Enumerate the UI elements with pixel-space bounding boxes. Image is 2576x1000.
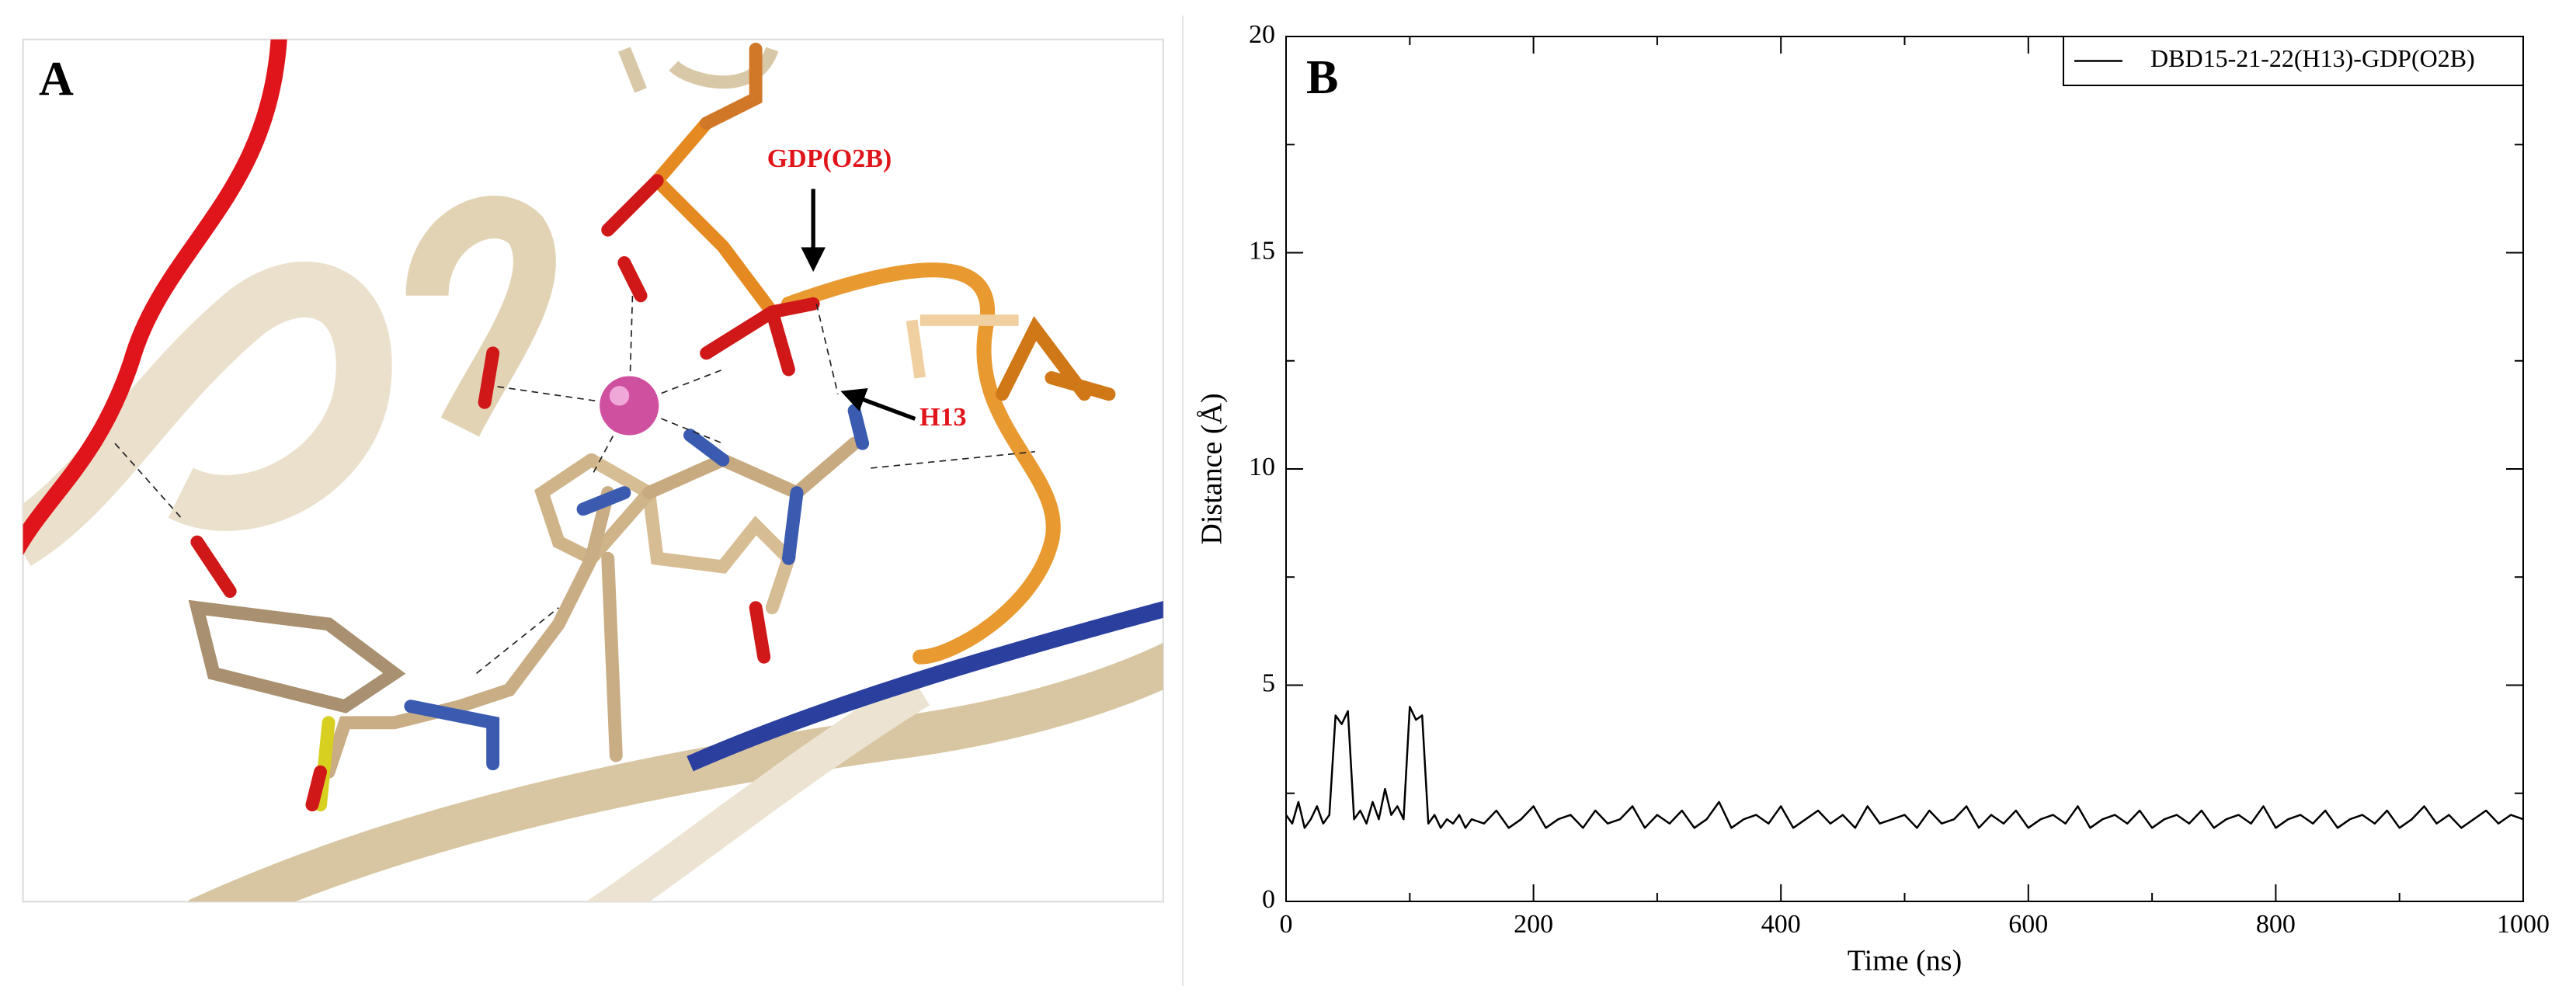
x-tick-label: 600 (2008, 910, 2048, 939)
annotation: H13 (920, 403, 966, 432)
annotation: GDP(O2B) (767, 144, 892, 173)
data-line (1285, 706, 2524, 829)
legend-label: DBD15-21-22(H13)-GDP(O2B) (2150, 44, 2475, 72)
legend-box (2063, 36, 2524, 86)
x-tick-label: 1000 (2497, 910, 2550, 939)
y-axis-label: Distance (Å) (1196, 393, 1229, 544)
y-tick-label: 20 (1249, 20, 1275, 49)
x-tick-label: 800 (2256, 910, 2296, 939)
y-tick-label: 0 (1262, 885, 1275, 914)
x-tick-label: 400 (1761, 910, 1801, 939)
plot-frame (1285, 36, 2524, 902)
molecule-render (23, 39, 1163, 902)
panel-a-frame (22, 38, 1164, 903)
panel-label: A (39, 53, 74, 106)
x-axis-label: Time (ns) (1848, 945, 1962, 977)
panel-label: B (1306, 51, 1338, 104)
panel-a (22, 38, 1164, 903)
y-tick-label: 5 (1262, 668, 1275, 697)
x-tick-label: 200 (1514, 910, 1553, 939)
x-tick-label: 0 (1280, 910, 1293, 939)
y-tick-label: 10 (1249, 453, 1275, 481)
y-tick-label: 15 (1249, 236, 1275, 265)
